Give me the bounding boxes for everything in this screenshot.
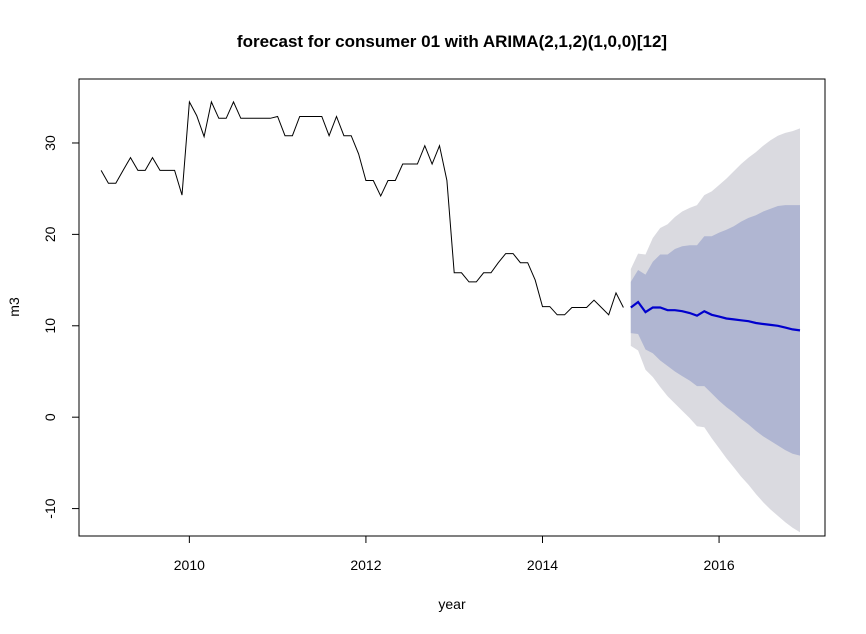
x-axis-label: year [438, 596, 466, 612]
prediction-band-80 [630, 205, 800, 456]
y-tick-label: 20 [42, 226, 58, 242]
y-axis-label: m3 [6, 297, 22, 317]
y-tick-label: 0 [42, 413, 58, 421]
x-tick-label: 2012 [350, 557, 381, 573]
chart-title: forecast for consumer 01 with ARIMA(2,1,… [237, 32, 667, 51]
y-tick-label: -10 [42, 498, 58, 518]
axes-layer: 2010 2012 2014 2016 -10 0 10 20 30 [42, 135, 735, 573]
x-tick-label: 2016 [703, 557, 734, 573]
history-series-line [100, 100, 624, 316]
x-tick-label: 2014 [527, 557, 558, 573]
y-tick-label: 30 [42, 135, 58, 151]
x-tick-label: 2010 [174, 557, 205, 573]
forecast-series-line [630, 300, 801, 332]
y-tick-label: 10 [42, 318, 58, 334]
plot-layer [100, 100, 801, 533]
